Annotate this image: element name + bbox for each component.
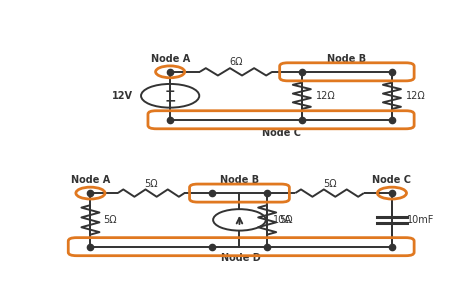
Text: Node C: Node C [262, 128, 301, 138]
Text: +: + [165, 85, 175, 98]
Text: 5Ω: 5Ω [144, 179, 158, 189]
Text: Node B: Node B [328, 54, 366, 64]
Text: 12V: 12V [112, 91, 133, 101]
Text: Node B: Node B [220, 176, 259, 185]
Text: 6Ω: 6Ω [229, 57, 243, 67]
Text: 5Ω: 5Ω [103, 215, 117, 225]
Text: 12Ω: 12Ω [316, 91, 336, 101]
Text: 5Ω: 5Ω [323, 179, 337, 189]
Text: 5Ω: 5Ω [280, 215, 293, 225]
Text: −: − [164, 93, 176, 107]
Text: 10mF: 10mF [407, 215, 435, 225]
Text: Node A: Node A [151, 54, 190, 64]
Text: Node D: Node D [221, 253, 261, 263]
Text: 10A: 10A [273, 215, 292, 225]
Text: Node A: Node A [71, 176, 110, 185]
Text: Node C: Node C [373, 176, 411, 185]
Text: 12Ω: 12Ω [406, 91, 426, 101]
